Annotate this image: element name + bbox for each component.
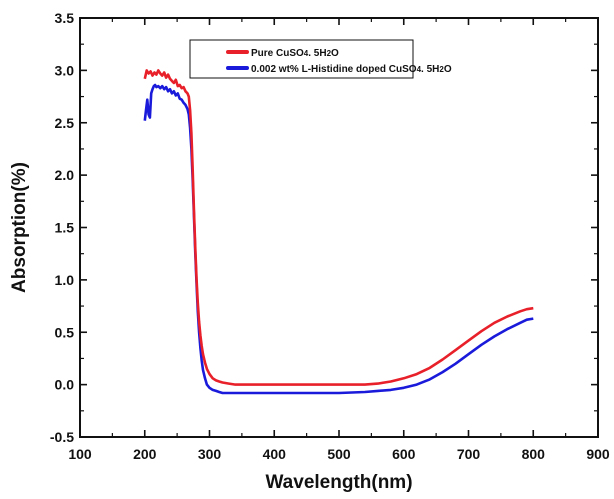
- legend-entry-doped-sub1: 4: [417, 65, 422, 74]
- x-tick-label: 200: [133, 446, 157, 462]
- legend-entry-pure-prefix: Pure CuSO: [251, 48, 304, 59]
- y-tick-label: 2.0: [55, 167, 75, 183]
- y-tick-label: 3.5: [55, 10, 75, 26]
- x-tick-label: 900: [586, 446, 610, 462]
- x-tick-label: 400: [263, 446, 287, 462]
- legend-entry-pure-label: Pure CuSO4. 5H2O: [251, 48, 339, 59]
- x-tick-label: 800: [522, 446, 546, 462]
- y-tick-label: 3.0: [55, 62, 75, 78]
- legend-entry-pure-sub1: 4: [304, 49, 309, 58]
- y-tick-label: 2.5: [55, 115, 75, 131]
- series-line-pure: [143, 69, 534, 386]
- y-tick-label: 0.0: [55, 377, 75, 393]
- x-tick-label: 700: [457, 446, 481, 462]
- legend-entry-doped-prefix: 0.002 wt% L-Histidine doped CuSO: [251, 64, 417, 75]
- axis-ticks: 100 200 300 400 500 600 700 800 900 -0.5 0.0 0.5 1.0…: [50, 10, 610, 462]
- x-tick-label: 300: [198, 446, 222, 462]
- plot-area: [79, 17, 599, 438]
- legend-box: [189, 39, 414, 79]
- y-tick-label: 1.0: [55, 272, 75, 288]
- x-tick-label: 600: [392, 446, 416, 462]
- y-tick-label: -0.5: [50, 429, 74, 445]
- legend-entry-doped-sub2: 2: [439, 65, 444, 74]
- plot-frame: [79, 17, 599, 438]
- legend-entry-pure-sub2: 2: [327, 49, 332, 58]
- legend-entry-pure-suffix: O: [331, 48, 339, 59]
- legend-entry-doped-label: 0.002 wt% L-Histidine doped CuSO4. 5H2O: [251, 64, 452, 75]
- legend-entry-doped-suffix: O: [444, 64, 452, 75]
- y-axis-title: Absorption(%): [9, 162, 30, 293]
- y-tick-label: 1.5: [55, 220, 75, 236]
- x-tick-label: 100: [68, 446, 92, 462]
- series-layer: [143, 69, 534, 395]
- x-tick-label: 500: [327, 446, 351, 462]
- legend-entry-doped-mid: . 5H: [421, 64, 439, 75]
- y-tick-label: 0.5: [55, 324, 75, 340]
- x-axis-title: Wavelength(nm): [265, 472, 412, 493]
- legend-entry-pure-mid: . 5H: [308, 48, 326, 59]
